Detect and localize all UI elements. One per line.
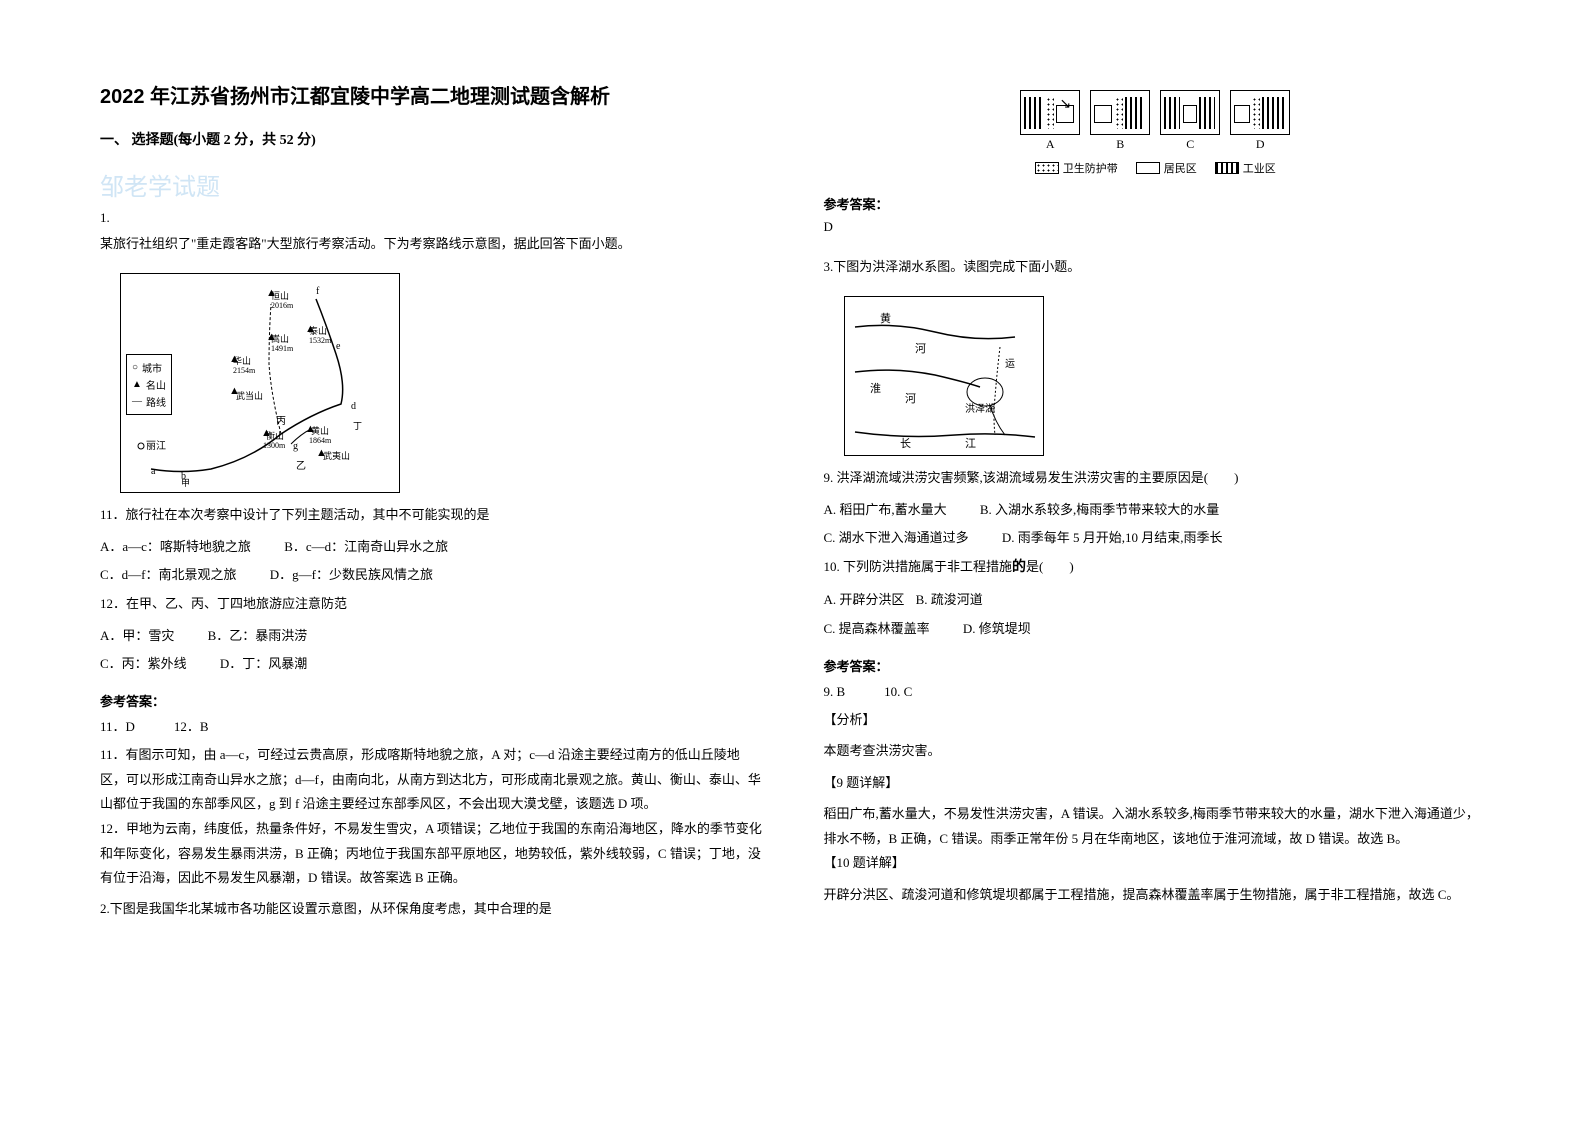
svg-text:丁: 丁 [353, 421, 362, 431]
q10-option-b: B. 疏浚河道 [916, 588, 983, 613]
question-intro: 某旅行社组织了"重走霞客路"大型旅行考察活动。下为考察路线示意图，据此回答下面小… [100, 232, 764, 255]
svg-text:d: d [351, 401, 356, 412]
q9-exp-header: 【9 题详解】 [824, 771, 1488, 794]
svg-text:丽江: 丽江 [146, 440, 166, 452]
q11-option-c: C．d—f：南北景观之旅 [100, 563, 237, 588]
question-9-text: 9. 洪泽湖流域洪涝灾害频繁,该湖流域易发生洪涝灾害的主要原因是( ) [824, 466, 1488, 489]
q10-explanation: 开辟分洪区、疏浚河道和修筑堤坝都属于工程措施，提高森林覆盖率属于生物措施，属于非… [824, 883, 1488, 908]
question-12-text: 12．在甲、乙、丙、丁四地旅游应注意防范 [100, 592, 764, 615]
q2-patterns: ↘ A ↘ B ↘ C ↘ [824, 90, 1488, 135]
svg-text:运: 运 [1005, 358, 1015, 370]
pattern-b: ↘ B [1090, 90, 1150, 135]
svg-text:1532m: 1532m [309, 336, 332, 345]
analysis-text: 本题考查洪涝灾害。 [824, 739, 1488, 762]
svg-text:e: e [336, 341, 341, 352]
q10-option-a: A. 开辟分洪区 [824, 588, 905, 613]
svg-text:黄: 黄 [880, 311, 891, 325]
svg-text:▲: ▲ [305, 323, 316, 335]
question-2-text: 2.下图是我国华北某城市各功能区设置示意图，从环保角度考虑，其中合理的是 [100, 897, 764, 920]
svg-text:淮: 淮 [870, 382, 881, 395]
q12-option-b: B．乙：暴雨洪涝 [208, 624, 308, 649]
svg-text:a: a [151, 466, 156, 477]
q3-answer: 9. B 10. C [824, 681, 1488, 700]
svg-text:武夷山: 武夷山 [323, 450, 350, 461]
svg-text:g: g [293, 441, 298, 452]
svg-text:2016m: 2016m [271, 301, 294, 310]
svg-text:▲: ▲ [261, 427, 272, 439]
answer-header: 参考答案： [100, 691, 764, 710]
q9-option-d: D. 雨季每年 5 月开始,10 月结束,雨季长 [1002, 526, 1223, 551]
q11-option-d: D．g—f：少数民族风情之旅 [270, 563, 433, 588]
hongze-lake-map: 黄 河 淮 河 洪泽湖 长 江 运 [844, 296, 1044, 456]
svg-text:长: 长 [900, 437, 911, 450]
svg-text:武当山: 武当山 [236, 390, 263, 401]
pattern-c: ↘ C [1160, 90, 1220, 135]
svg-text:河: 河 [915, 342, 926, 355]
q11-option-b: B．c—d：江南奇山异水之旅 [284, 535, 448, 560]
watermark: 邹老学试题 [100, 167, 764, 202]
q3-answer-header: 参考答案： [824, 656, 1488, 675]
q9-option-c: C. 湖水下泄入海通道过多 [824, 526, 969, 551]
svg-text:1864m: 1864m [309, 436, 332, 445]
question-11-text: 11．旅行社在本次考察中设计了下列主题活动，其中不可能实现的是 [100, 503, 764, 526]
svg-text:洪泽湖: 洪泽湖 [965, 403, 995, 415]
svg-text:1491m: 1491m [271, 344, 294, 353]
q9-option-b: B. 入湖水系较多,梅雨季节带来较大的水量 [980, 498, 1219, 523]
q10-option-c: C. 提高森林覆盖率 [824, 617, 930, 642]
q2-legend: 卫生防护带 居民区 工业区 [824, 160, 1488, 176]
q12-option-d: D．丁：风暴潮 [220, 652, 307, 677]
q2-answer-header: 参考答案： [824, 194, 1488, 213]
q10-option-d: D. 修筑堤坝 [963, 617, 1031, 642]
svg-text:乙: 乙 [296, 460, 306, 472]
svg-text:▲: ▲ [229, 385, 240, 397]
svg-text:f: f [316, 286, 320, 297]
q1-answer: 11．D 12．B [100, 716, 764, 735]
svg-text:▲: ▲ [316, 447, 327, 459]
q10-exp-header: 【10 题详解】 [824, 851, 1488, 874]
svg-text:甲: 甲 [181, 478, 190, 488]
analysis-label: 【分析】 [824, 708, 1488, 731]
question-3-text: 3.下图为洪泽湖水系图。读图完成下面小题。 [824, 255, 1488, 278]
page-title: 2022 年江苏省扬州市江都宜陵中学高二地理测试题含解析 [100, 80, 764, 109]
q11-explanation: 11．有图示可知，由 a—c，可经过云贵高原，形成喀斯特地貌之旅，A 对；c—d… [100, 743, 764, 817]
q9-explanation: 稻田广布,蓄水量大，不易发性洪涝灾害，A 错误。入湖水系较多,梅雨季节带来较大的… [824, 802, 1488, 851]
question-10-text: 10. 下列防洪措施属于非工程措施的是( ) [824, 555, 1488, 580]
pattern-d: ↘ D [1230, 90, 1290, 135]
section-header: 一、 选择题(每小题 2 分，共 52 分) [100, 129, 764, 149]
svg-text:▲: ▲ [229, 353, 240, 365]
route-map-image: 恒山 2016m ▲ 泰山 1532m ▲ 嵩山 1491m ▲ 华山 2154… [120, 273, 400, 493]
svg-text:▲: ▲ [266, 287, 277, 299]
q12-option-a: A．甲：雪灾 [100, 624, 174, 649]
q11-option-a: A．a—c：喀斯特地貌之旅 [100, 535, 251, 560]
map-legend: ○城市 ▲名山 —路线 [126, 354, 172, 415]
svg-text:2154m: 2154m [233, 366, 256, 375]
question-number: 1. [100, 210, 764, 226]
q12-option-c: C．丙：紫外线 [100, 652, 187, 677]
pattern-a: ↘ A [1020, 90, 1080, 135]
svg-text:河: 河 [905, 392, 916, 405]
q9-option-a: A. 稻田广布,蓄水量大 [824, 498, 947, 523]
svg-text:江: 江 [965, 437, 976, 450]
svg-text:▲: ▲ [266, 331, 277, 343]
q12-explanation: 12．甲地为云南，纬度低，热量条件好，不易发生雪灾，A 项错误；乙地位于我国的东… [100, 817, 764, 891]
q2-answer: D [824, 219, 1488, 235]
